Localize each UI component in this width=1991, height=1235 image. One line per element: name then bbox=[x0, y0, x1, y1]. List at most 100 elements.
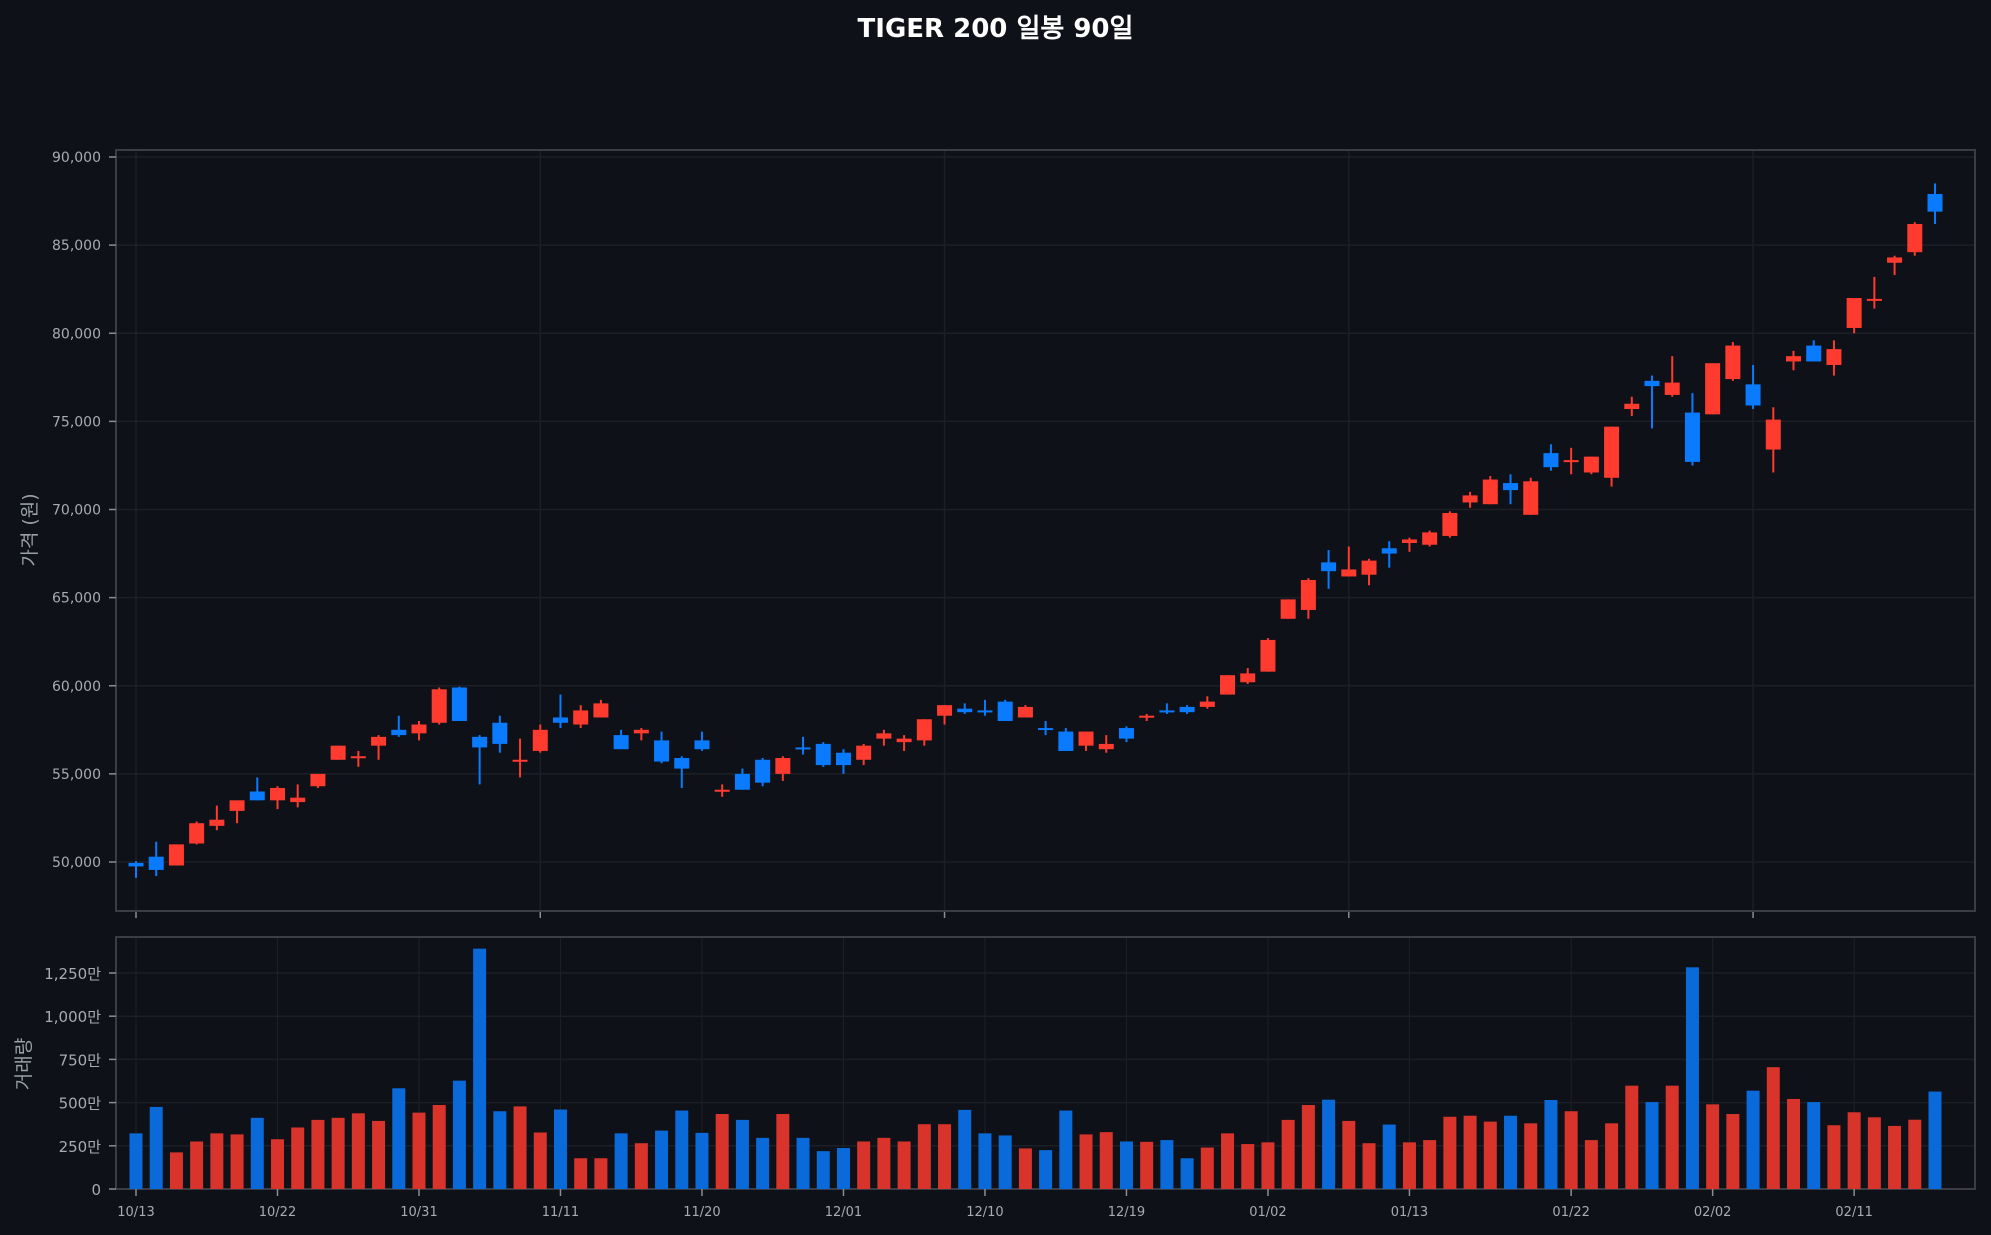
candle bbox=[654, 731, 670, 764]
volume-bar bbox=[412, 1112, 426, 1189]
candle bbox=[1806, 340, 1822, 362]
candle bbox=[1058, 728, 1074, 751]
candle bbox=[1482, 476, 1498, 505]
volume-bar bbox=[1706, 1104, 1720, 1189]
volume-bar bbox=[877, 1137, 891, 1189]
volume-bar bbox=[1322, 1099, 1336, 1189]
volume-bar bbox=[1443, 1116, 1457, 1189]
volume-bar bbox=[1241, 1144, 1255, 1189]
volume-bar bbox=[1584, 1140, 1598, 1189]
volume-tick-label: 0 bbox=[91, 1181, 101, 1199]
x-tick-label: 01/13 bbox=[1391, 1205, 1428, 1220]
volume-bar bbox=[210, 1133, 224, 1189]
volume-bar bbox=[1605, 1123, 1619, 1189]
volume-bar bbox=[1382, 1124, 1396, 1189]
candle bbox=[472, 735, 488, 785]
price-grid bbox=[116, 150, 1975, 918]
candle bbox=[209, 805, 225, 831]
candle bbox=[734, 768, 750, 790]
candle bbox=[613, 729, 629, 750]
x-tick-label: 12/19 bbox=[1108, 1205, 1145, 1220]
candle bbox=[1118, 726, 1134, 743]
candle bbox=[552, 694, 568, 729]
volume-bar bbox=[1119, 1141, 1133, 1189]
volume-tick-label: 1,250만 bbox=[44, 965, 101, 983]
volume-bar bbox=[1645, 1102, 1659, 1189]
candle bbox=[573, 705, 589, 729]
candle bbox=[1745, 364, 1761, 410]
price-tick-label: 70,000 bbox=[52, 503, 101, 519]
volume-tick-label: 750만 bbox=[59, 1051, 102, 1069]
volume-bar bbox=[1827, 1125, 1841, 1189]
candle bbox=[1321, 550, 1337, 589]
volume-bar bbox=[351, 1113, 365, 1189]
x-tick-label: 01/22 bbox=[1552, 1205, 1589, 1220]
candle bbox=[512, 738, 528, 778]
candle bbox=[371, 735, 387, 760]
volume-bar bbox=[614, 1133, 628, 1189]
volume-bar bbox=[1281, 1119, 1295, 1189]
candle bbox=[1240, 668, 1256, 684]
volume-bar bbox=[594, 1158, 608, 1189]
volume-bar bbox=[432, 1105, 446, 1189]
candle bbox=[957, 703, 973, 714]
candle bbox=[1664, 356, 1680, 397]
candle bbox=[795, 736, 811, 755]
candle bbox=[977, 699, 993, 716]
volume-bar bbox=[776, 1114, 790, 1189]
candle bbox=[1765, 407, 1781, 473]
volume-bar bbox=[1483, 1121, 1497, 1189]
candle bbox=[1300, 578, 1316, 619]
x-tick-label: 02/02 bbox=[1694, 1205, 1731, 1220]
volume-bar bbox=[250, 1117, 264, 1189]
price-tick-label: 90,000 bbox=[52, 150, 101, 166]
candle bbox=[1846, 298, 1862, 334]
candle bbox=[1583, 456, 1599, 475]
volume-bar bbox=[1018, 1148, 1032, 1189]
candle bbox=[1220, 675, 1236, 695]
volume-bar bbox=[1787, 1098, 1801, 1189]
candle bbox=[714, 784, 730, 797]
volume-bar bbox=[695, 1132, 709, 1189]
candle bbox=[633, 728, 649, 741]
price-tick-label: 65,000 bbox=[52, 591, 101, 607]
candle bbox=[1927, 183, 1943, 224]
price-axis-title: 가격 (원) bbox=[19, 493, 41, 566]
price-tick-label: 50,000 bbox=[52, 855, 101, 871]
volume-bar bbox=[129, 1133, 143, 1189]
candle bbox=[532, 724, 548, 753]
volume-bar bbox=[1079, 1134, 1093, 1189]
volume-bar bbox=[1180, 1158, 1194, 1189]
volume-bar bbox=[392, 1088, 406, 1189]
volume-bar bbox=[655, 1130, 669, 1189]
volume-bar bbox=[1867, 1117, 1881, 1189]
candle bbox=[1017, 705, 1033, 718]
volume-bar bbox=[1746, 1090, 1760, 1189]
volume-bars bbox=[129, 948, 1942, 1189]
volume-bar bbox=[1221, 1133, 1235, 1189]
candle bbox=[411, 721, 427, 741]
volume-bar bbox=[1908, 1119, 1922, 1189]
candle bbox=[350, 750, 366, 767]
volume-bar bbox=[1928, 1091, 1942, 1189]
volume-bar bbox=[1140, 1141, 1154, 1189]
candle bbox=[1038, 721, 1054, 736]
candle bbox=[229, 800, 245, 824]
candle bbox=[916, 719, 932, 746]
candles bbox=[128, 183, 1943, 878]
chart-title: TIGER 200 일봉 90일 bbox=[857, 14, 1134, 44]
volume-bar bbox=[1301, 1105, 1315, 1189]
volume-bar bbox=[857, 1141, 871, 1189]
candle bbox=[1098, 735, 1114, 753]
volume-bar bbox=[230, 1134, 244, 1189]
volume-bar bbox=[1847, 1112, 1861, 1189]
x-tick-label: 10/13 bbox=[117, 1205, 154, 1220]
candle bbox=[1907, 222, 1923, 256]
volume-bar bbox=[1402, 1142, 1416, 1189]
volume-bar bbox=[1564, 1111, 1578, 1189]
price-tick-label: 75,000 bbox=[52, 414, 101, 430]
volume-bar bbox=[1160, 1140, 1174, 1189]
volume-bar bbox=[452, 1080, 466, 1189]
volume-bar bbox=[836, 1148, 850, 1189]
volume-bar bbox=[917, 1124, 931, 1189]
